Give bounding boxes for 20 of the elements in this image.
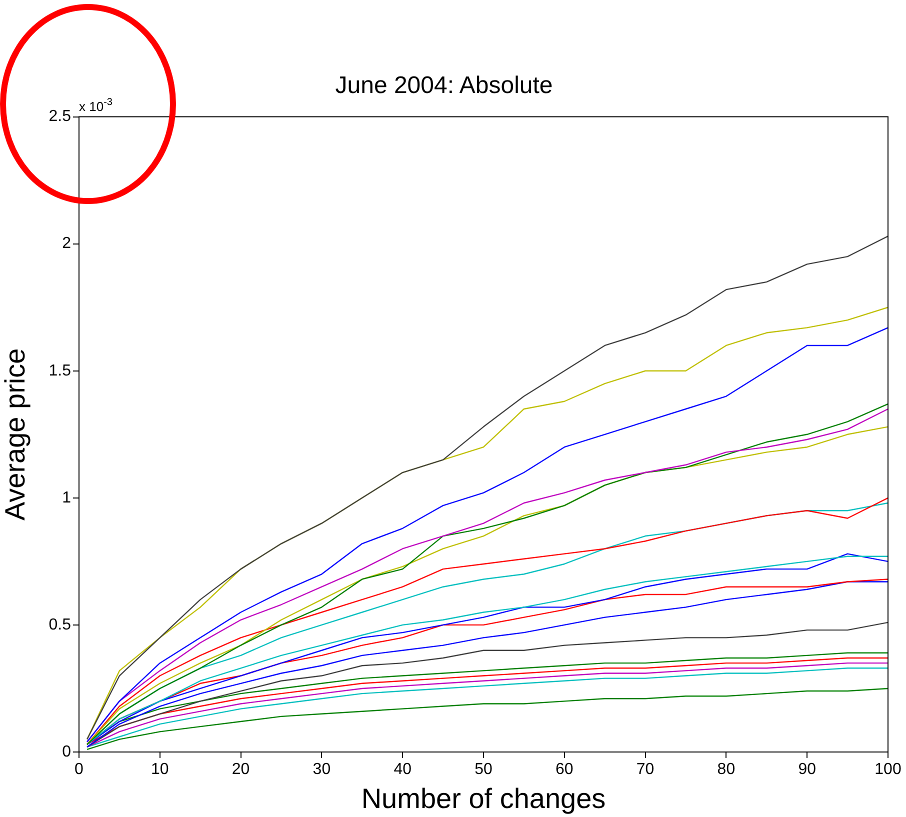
x-tick-label: 100: [874, 761, 902, 778]
y-tick-label: 2.5: [48, 108, 72, 126]
y-axis-title: Average price: [0, 348, 31, 521]
x-tick-label: 50: [474, 761, 492, 778]
x-tick-label: 70: [636, 761, 654, 778]
y-tick-label: 2: [62, 235, 72, 252]
x-tick-label: 10: [151, 761, 169, 778]
x-tick-label: 30: [312, 761, 331, 778]
x-tick-label: 40: [394, 761, 412, 778]
x-tick-label: 60: [556, 761, 574, 778]
x-tick-label: 80: [717, 761, 736, 778]
y-tick-label: 0.5: [48, 616, 72, 634]
x-tick-label: 20: [232, 761, 250, 778]
y-tick-label: 1: [62, 489, 72, 506]
y-tick-label: 0: [62, 743, 72, 760]
x-tick-label: 0: [74, 761, 84, 778]
chart-title: June 2004: Absolute: [335, 72, 553, 100]
x-tick-label: 90: [798, 761, 816, 778]
x-axis-title: Number of changes: [361, 782, 606, 814]
y-tick-label: 1.5: [48, 362, 72, 380]
